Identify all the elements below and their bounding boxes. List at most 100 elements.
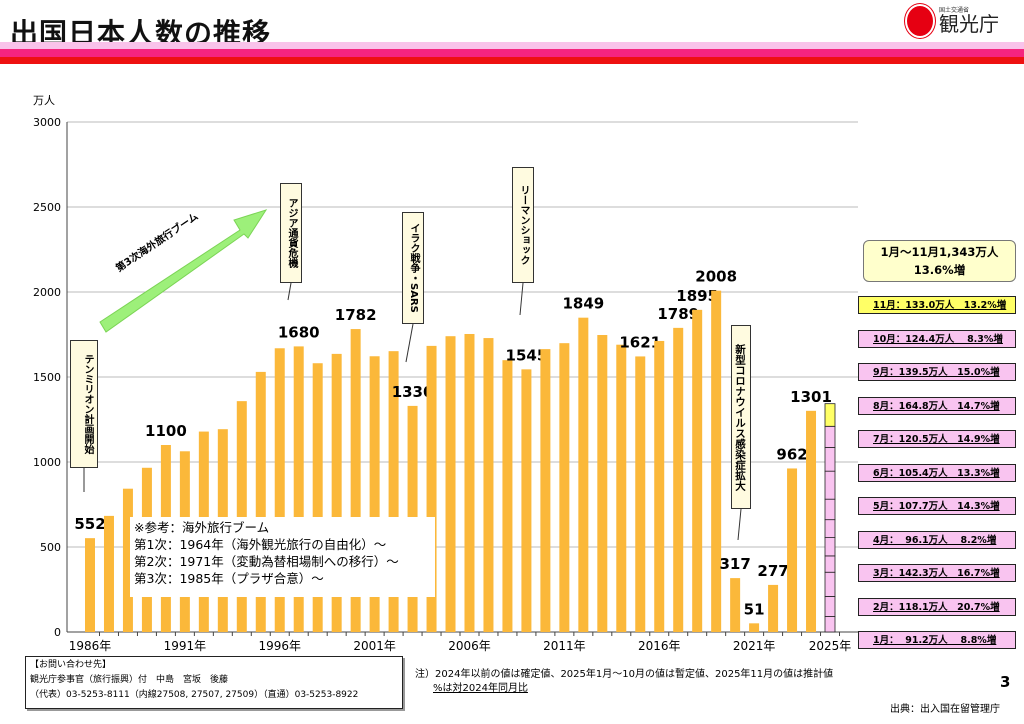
bar <box>331 353 342 632</box>
bar-segment-2025 <box>824 403 836 427</box>
data-label: 2008 <box>695 268 737 286</box>
bar-segment-2025 <box>824 425 836 448</box>
bar <box>426 345 437 632</box>
bar <box>274 348 285 632</box>
bar <box>122 488 133 632</box>
monthly-callout: 9月：139.5万人 15.0%増 <box>858 363 1016 381</box>
contact-phone: （代表）03-5253-8111（内線27508, 27507, 27509）（… <box>30 690 359 700</box>
x-tick-label: 2025年 <box>809 639 852 653</box>
data-label: 51 <box>744 600 765 618</box>
callout-pointer <box>737 508 742 541</box>
y-axis-unit: 万人 <box>33 94 55 107</box>
bar-segment-2025 <box>824 498 836 521</box>
monthly-callout: 1月： 91.2万人 8.8%増 <box>858 631 1016 649</box>
monthly-callout: 6月：105.4万人 13.3%増 <box>858 463 1016 482</box>
callout-pointer <box>519 282 524 316</box>
x-tick-label: 1986年 <box>69 639 112 653</box>
monthly-callout: 2月：118.1万人 20.7%増 <box>858 597 1016 616</box>
bar-segment-2025 <box>824 447 836 472</box>
contact-names: 観光庁参事官（旅行振興）付 中島 宮坂 後藤 <box>30 675 229 685</box>
annotation-tenmillion: テンミリオン計画開始 <box>70 340 98 468</box>
annotation-covid: 新型コロナウイルス感染症拡大 <box>731 325 751 509</box>
annotation-iraq-sars: イラク戦争・SARS <box>402 212 424 324</box>
footnote-line: 注）2024年以前の値は確定値、2025年1月～10月の値は暫定値、2025年1… <box>415 669 834 680</box>
bar <box>464 333 475 632</box>
data-label: 962 <box>776 445 807 463</box>
callout-pointer <box>287 282 292 301</box>
agency-logo: 国土交通省 観光庁 <box>905 4 999 38</box>
data-label: 1849 <box>562 295 604 313</box>
data-label: 277 <box>757 562 788 580</box>
note-title: ※参考：海外旅行ブーム <box>134 520 270 535</box>
x-tick-label: 2011年 <box>543 639 586 653</box>
data-label: 1330 <box>392 383 434 401</box>
bar <box>293 346 304 632</box>
bar-segment-2025 <box>824 537 836 557</box>
y-tick-label: 1000 <box>33 456 61 469</box>
data-label: 1100 <box>145 422 187 440</box>
data-label: 552 <box>74 515 105 533</box>
bar <box>692 309 703 632</box>
footnote: 注）2024年以前の値は確定値、2025年1月～10月の値は暫定値、2025年1… <box>415 668 833 696</box>
bar <box>85 538 95 632</box>
data-label: 1895 <box>676 287 718 305</box>
y-tick-label: 2500 <box>33 201 61 214</box>
x-tick-label: 2016年 <box>638 639 681 653</box>
bar-segment-2025 <box>824 571 836 597</box>
footnote-line: %は対2024年同月比 <box>433 683 528 694</box>
logo-mark-icon <box>905 4 935 38</box>
x-tick-label: 2021年 <box>733 639 776 653</box>
contact-title: 【お問い合わせ先】 <box>30 660 112 670</box>
bar <box>521 369 532 632</box>
data-label: 317 <box>719 555 750 573</box>
bar <box>103 515 114 632</box>
bar-segment-2025 <box>824 470 836 500</box>
bar <box>749 623 760 632</box>
x-tick-label: 1991年 <box>164 639 207 653</box>
bar <box>597 335 608 632</box>
x-tick-label: 1996年 <box>258 639 301 653</box>
bar <box>559 343 570 632</box>
y-tick-label: 500 <box>40 541 61 554</box>
page-number: 3 <box>1000 673 1011 691</box>
bar <box>312 363 323 632</box>
source: 出典：出入国在留管理庁 <box>890 704 1000 715</box>
bar <box>711 290 722 632</box>
bar <box>654 340 665 632</box>
header-band <box>0 42 1024 49</box>
reference-note: ※参考：海外旅行ブーム 第1次：1964年（海外観光旅行の自由化）～ 第2次：1… <box>130 517 435 597</box>
contact-box: 【お問い合わせ先】 観光庁参事官（旅行振興）付 中島 宮坂 後藤 （代表）03-… <box>25 656 403 709</box>
bar <box>768 584 779 632</box>
y-tick-label: 3000 <box>33 116 61 129</box>
bar <box>388 351 399 632</box>
bar-segment-2025 <box>824 555 836 573</box>
monthly-callout: 11月：133.0万人 13.2%増 <box>858 296 1016 314</box>
data-label: 1680 <box>278 323 320 341</box>
annotation-lehman: リーマンショック <box>512 167 534 283</box>
bar <box>540 349 551 632</box>
bar <box>730 578 741 632</box>
data-label: 1782 <box>335 306 377 324</box>
monthly-callout: 5月：107.7万人 14.3%増 <box>858 497 1016 515</box>
bar <box>578 317 589 632</box>
logo-main: 観光庁 <box>939 12 999 36</box>
summary-total: 1月～11月1,343万人 <box>880 245 999 259</box>
bar <box>369 356 380 632</box>
bar <box>255 371 266 632</box>
monthly-callout: 10月：124.4万人 8.3%増 <box>858 329 1016 348</box>
header-band <box>0 57 1024 64</box>
boom-arrow-icon <box>99 209 268 333</box>
bar-segment-2025 <box>824 616 836 633</box>
y-tick-label: 1500 <box>33 371 61 384</box>
bar <box>673 327 684 632</box>
bar <box>483 338 494 632</box>
monthly-callout: 8月：164.8万人 14.7%増 <box>858 396 1016 415</box>
y-tick-label: 2000 <box>33 286 61 299</box>
bar <box>635 356 646 632</box>
bar-segment-2025 <box>824 519 836 538</box>
monthly-callout: 4月： 96.1万人 8.2%増 <box>858 530 1016 549</box>
header-band <box>0 49 1024 57</box>
data-label: 1789 <box>657 305 699 323</box>
bar <box>502 360 513 632</box>
